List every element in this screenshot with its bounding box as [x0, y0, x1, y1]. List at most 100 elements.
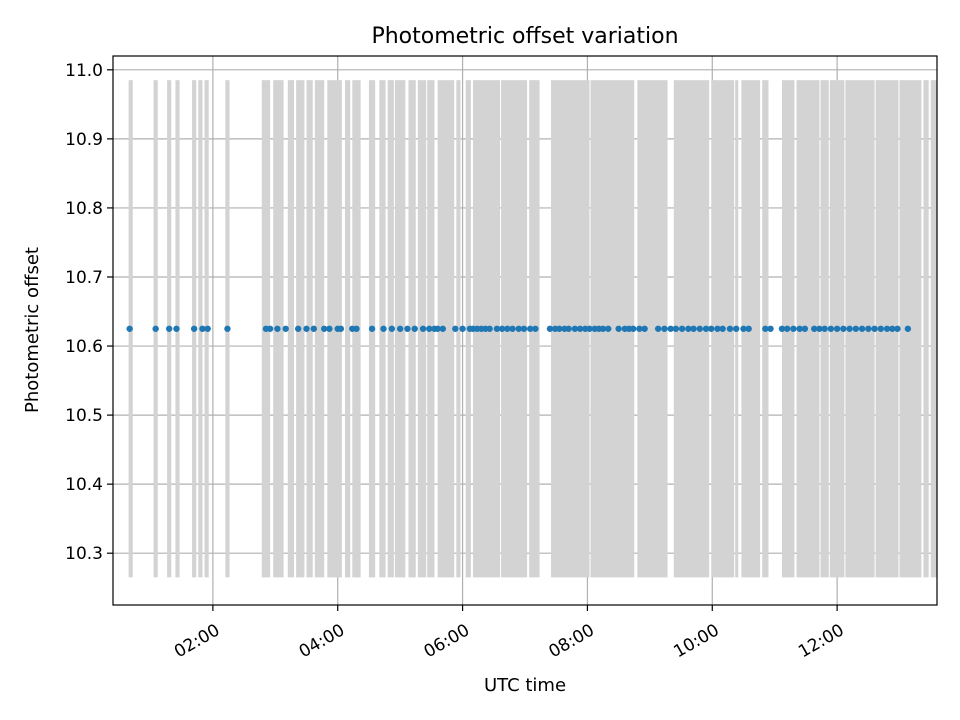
data-point [840, 325, 847, 332]
data-point [762, 325, 769, 332]
observation-band [314, 80, 325, 578]
plot-frame [112, 55, 938, 606]
data-point [726, 325, 734, 332]
data-point [858, 325, 866, 332]
data-point [702, 325, 710, 332]
data-point [493, 325, 501, 332]
data-point [353, 325, 360, 332]
data-point [396, 325, 404, 332]
data-point [419, 325, 427, 332]
data-point [486, 325, 493, 332]
data-point [811, 325, 818, 332]
data-point [599, 325, 607, 332]
data-point [678, 325, 686, 332]
y-tick-label: 10.3 [65, 544, 103, 564]
observation-band [923, 80, 929, 578]
data-point [411, 325, 418, 332]
y-tick-label: 10.9 [65, 130, 103, 150]
data-point [783, 325, 791, 332]
data-point [778, 325, 786, 332]
data-point [282, 325, 289, 332]
data-point [714, 325, 721, 332]
data-point [173, 325, 180, 332]
data-point [546, 325, 554, 332]
data-point [586, 325, 593, 332]
y-axis: 10.3 10.4 10.5 10.6 10.7 10.8 10.9 11.0 [65, 61, 113, 564]
y-axis-label: Photometric offset [22, 247, 43, 413]
data-point [846, 325, 853, 332]
data-point [605, 325, 612, 332]
data-point [326, 325, 333, 332]
data-point [696, 325, 703, 332]
data-point [388, 325, 396, 332]
data-point [266, 325, 274, 332]
data-point [310, 325, 317, 332]
x-axis-label: UTC time [484, 675, 566, 696]
data-point [152, 325, 159, 332]
data-point [654, 325, 662, 332]
data-point [321, 325, 328, 332]
data-point [796, 325, 803, 332]
data-point [708, 325, 715, 332]
data-point [404, 325, 411, 332]
data-point [661, 325, 668, 332]
data-point [380, 325, 387, 332]
data-point [833, 325, 841, 332]
data-point [904, 325, 912, 332]
data-point [190, 325, 198, 332]
data-point [827, 325, 835, 332]
data-point [821, 325, 828, 332]
data-point [733, 325, 740, 332]
data-point [576, 325, 584, 332]
data-point [204, 325, 211, 332]
data-point [532, 325, 539, 332]
data-point [615, 325, 622, 332]
data-point [801, 325, 809, 332]
chart-title: Photometric offset variation [371, 24, 678, 49]
y-tick-label: 10.7 [65, 268, 103, 288]
data-point [889, 325, 896, 332]
data-point [571, 325, 579, 332]
data-point [303, 325, 310, 332]
observation-band [345, 80, 351, 578]
data-point [509, 325, 516, 332]
data-point [439, 325, 447, 332]
data-point [636, 325, 643, 332]
data-point [871, 325, 878, 332]
data-point [740, 325, 747, 332]
data-point [452, 325, 459, 332]
data-point [224, 325, 231, 332]
data-point [672, 325, 680, 332]
data-point [426, 325, 433, 332]
data-point [790, 325, 797, 332]
data-point [434, 325, 441, 332]
data-point [767, 325, 774, 332]
y-tick-label: 10.6 [65, 337, 103, 357]
data-point [165, 325, 173, 332]
data-point [527, 325, 534, 332]
data-point [877, 325, 885, 332]
data-point [565, 325, 572, 332]
plot-area [112, 55, 938, 606]
data-point [274, 325, 281, 332]
data-point [199, 325, 206, 332]
point-layer [126, 325, 912, 332]
data-point [816, 325, 823, 332]
data-point [337, 325, 345, 332]
y-tick-label: 10.8 [65, 199, 103, 219]
observation-band [930, 80, 937, 578]
data-point [294, 325, 302, 332]
data-point [498, 325, 506, 332]
data-point [126, 325, 133, 332]
data-point [894, 325, 901, 332]
y-tick-label: 11.0 [65, 61, 103, 81]
data-point [685, 325, 692, 332]
data-point [504, 325, 511, 332]
data-point [556, 325, 563, 332]
data-point [459, 325, 466, 332]
data-point [515, 325, 522, 332]
data-point [520, 325, 528, 332]
data-point [667, 325, 674, 332]
data-point [852, 325, 860, 332]
observation-band [287, 80, 295, 578]
